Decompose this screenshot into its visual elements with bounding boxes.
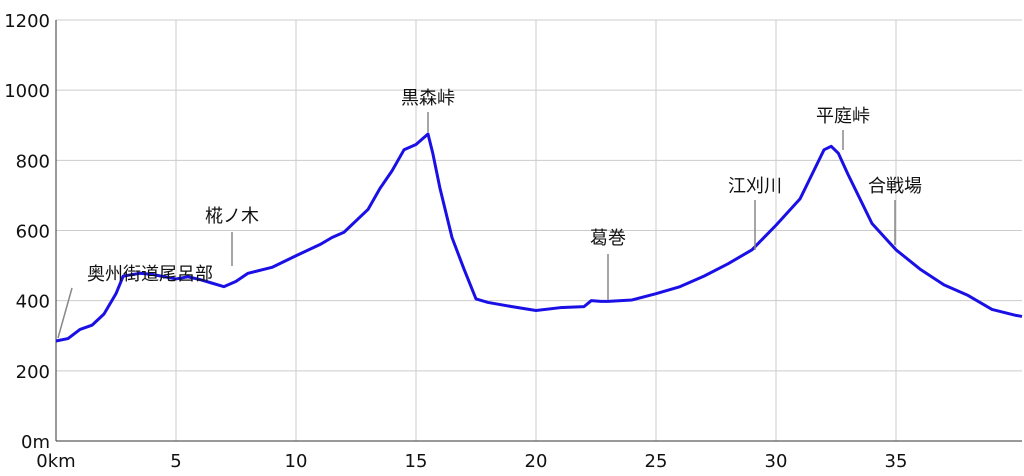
y-tick-label: 1000	[4, 81, 50, 102]
x-tick-label: 0km	[36, 451, 75, 472]
place-label: 黒森峠	[401, 88, 455, 109]
place-label: 平庭峠	[816, 106, 870, 127]
place-label: 合戦場	[868, 176, 922, 197]
y-tick-label: 200	[16, 362, 50, 383]
x-tick-label: 15	[405, 451, 428, 472]
y-tick-label: 1200	[4, 11, 50, 32]
y-tick-label: 0m	[21, 432, 50, 453]
leader-line	[57, 287, 73, 339]
place-label: 江刈川	[728, 176, 782, 197]
place-label: 椛ノ木	[205, 206, 259, 227]
x-tick-label: 10	[285, 451, 308, 472]
place-label: 葛巻	[590, 228, 626, 249]
place-label: 奥州街道尾呂部	[87, 264, 213, 285]
y-tick-label: 800	[16, 151, 50, 172]
x-tick-label: 35	[885, 451, 908, 472]
y-tick-label: 400	[16, 292, 50, 313]
elevation-line	[55, 132, 1023, 343]
x-tick-label: 25	[645, 451, 668, 472]
x-tick-label: 20	[525, 451, 548, 472]
x-tick-label: 5	[170, 451, 181, 472]
y-tick-label: 600	[16, 222, 50, 243]
x-tick-label: 30	[765, 451, 788, 472]
